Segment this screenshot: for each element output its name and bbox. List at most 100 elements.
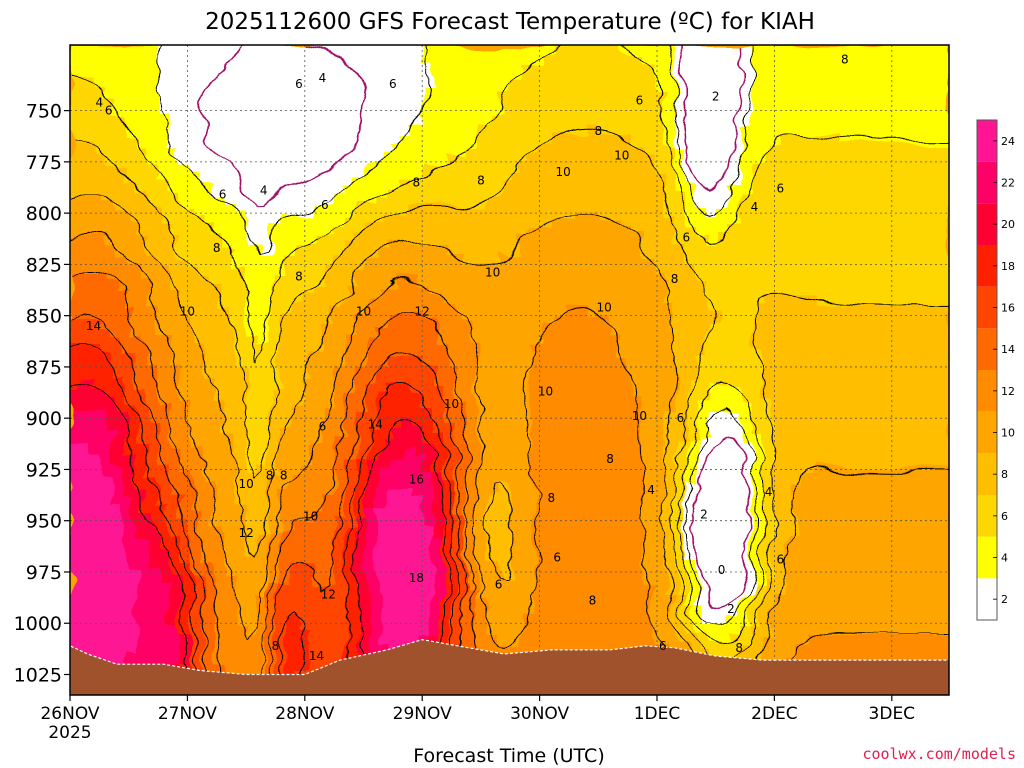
temperature-cell <box>499 155 511 166</box>
temperature-cell <box>741 245 753 256</box>
temperature-cell <box>752 565 764 576</box>
temperature-cell <box>268 195 280 206</box>
temperature-cell <box>378 85 390 96</box>
temperature-cell <box>202 495 214 506</box>
temperature-cell <box>147 225 159 236</box>
temperature-cell <box>191 475 203 486</box>
temperature-cell <box>411 545 423 556</box>
temperature-cell <box>741 75 753 86</box>
temperature-cell <box>653 95 665 106</box>
temperature-cell <box>235 595 247 606</box>
temperature-cell <box>796 125 808 136</box>
temperature-cell <box>829 405 841 416</box>
temperature-cell <box>719 535 731 546</box>
temperature-cell <box>213 555 225 566</box>
temperature-cell <box>873 135 885 146</box>
temperature-cell <box>774 215 786 226</box>
temperature-cell <box>675 195 687 206</box>
temperature-cell <box>70 275 82 286</box>
temperature-cell <box>807 645 819 656</box>
temperature-cell <box>565 395 577 406</box>
temperature-cell <box>708 385 720 396</box>
temperature-cell <box>499 575 511 586</box>
temperature-cell <box>290 455 302 466</box>
temperature-cell <box>829 435 841 446</box>
temperature-cell <box>521 625 533 636</box>
temperature-cell <box>433 345 445 356</box>
temperature-cell <box>378 585 390 596</box>
temperature-cell <box>125 395 137 406</box>
temperature-cell <box>422 95 434 106</box>
temperature-cell <box>554 155 566 166</box>
temperature-cell <box>697 565 709 576</box>
temperature-cell <box>675 335 687 346</box>
temperature-cell <box>356 215 368 226</box>
temperature-cell <box>422 205 434 216</box>
temperature-cell <box>268 585 280 596</box>
temperature-cell <box>180 625 192 636</box>
temperature-cell <box>664 575 676 586</box>
temperature-cell <box>840 175 852 186</box>
temperature-cell <box>510 205 522 216</box>
temperature-cell <box>235 575 247 586</box>
temperature-cell <box>730 295 742 306</box>
temperature-cell <box>598 575 610 586</box>
temperature-cell <box>818 535 830 546</box>
temperature-cell <box>367 465 379 476</box>
temperature-cell <box>213 535 225 546</box>
temperature-cell <box>796 645 808 656</box>
temperature-cell <box>422 355 434 366</box>
temperature-cell <box>158 555 170 566</box>
temperature-cell <box>807 245 819 256</box>
temperature-cell <box>422 125 434 136</box>
temperature-cell <box>862 435 874 446</box>
temperature-cell <box>268 495 280 506</box>
temperature-cell <box>719 455 731 466</box>
temperature-cell <box>114 605 126 616</box>
temperature-cell <box>235 485 247 496</box>
temperature-cell <box>741 185 753 196</box>
temperature-cell <box>752 185 764 196</box>
temperature-cell <box>224 115 236 126</box>
temperature-cell <box>609 65 621 76</box>
temperature-cell <box>664 125 676 136</box>
temperature-cell <box>510 595 522 606</box>
temperature-cell <box>906 505 918 516</box>
temperature-cell <box>576 285 588 296</box>
temperature-cell <box>543 145 555 156</box>
temperature-cell <box>444 405 456 416</box>
temperature-cell <box>807 615 819 626</box>
temperature-cell <box>862 145 874 156</box>
temperature-cell <box>620 95 632 106</box>
temperature-cell <box>532 465 544 476</box>
temperature-cell <box>202 595 214 606</box>
temperature-cell <box>235 155 247 166</box>
temperature-cell <box>433 555 445 566</box>
temperature-cell <box>477 575 489 586</box>
temperature-cell <box>620 375 632 386</box>
temperature-cell <box>191 95 203 106</box>
temperature-cell <box>521 55 533 66</box>
temperature-cell <box>411 245 423 256</box>
temperature-cell <box>477 445 489 456</box>
temperature-cell <box>774 195 786 206</box>
temperature-cell <box>169 645 181 656</box>
temperature-cell <box>598 245 610 256</box>
temperature-cell <box>884 185 896 196</box>
temperature-cell <box>433 55 445 66</box>
temperature-cell <box>70 235 82 246</box>
temperature-cell <box>576 525 588 536</box>
temperature-cell <box>224 135 236 146</box>
temperature-cell <box>169 135 181 146</box>
temperature-cell <box>411 365 423 376</box>
temperature-cell <box>235 265 247 276</box>
temperature-cell <box>224 175 236 186</box>
temperature-cell <box>851 595 863 606</box>
temperature-cell <box>301 235 313 246</box>
temperature-cell <box>620 145 632 156</box>
temperature-cell <box>752 65 764 76</box>
temperature-cell <box>906 165 918 176</box>
temperature-cell <box>290 185 302 196</box>
temperature-cell <box>906 325 918 336</box>
temperature-cell <box>345 75 357 86</box>
